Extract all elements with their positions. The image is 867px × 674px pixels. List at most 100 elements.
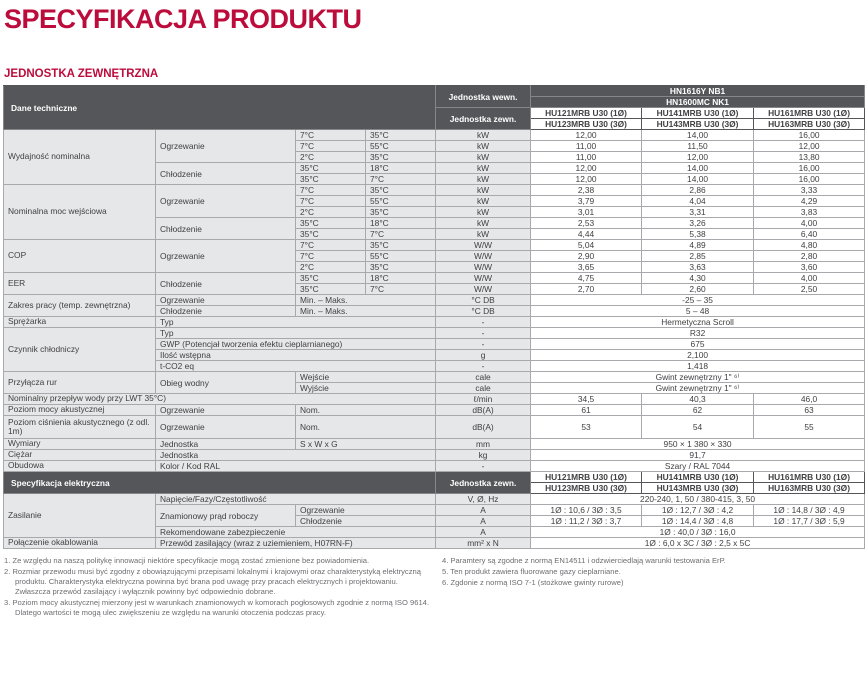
value-cell: 4,04: [641, 195, 755, 207]
unit-cell: mm: [435, 438, 532, 450]
value-cell: 1Ø : 17,7 / 3Ø : 5,9: [753, 515, 866, 527]
value-cell: 3,63: [641, 261, 755, 273]
value-cell: 12,00: [530, 129, 643, 141]
footnotes: 1. Ze względu na naszą politykę innowacj…: [4, 556, 865, 619]
value-cell: 54: [641, 415, 755, 439]
row-subcategory: Chłodzenie: [155, 162, 296, 185]
condition-cell: 35°C: [295, 283, 366, 295]
value-cell: 5,04: [530, 239, 643, 251]
unit-cell: A: [435, 526, 532, 538]
value-cell: 1Ø : 14,8 / 3Ø : 4,9: [753, 504, 866, 516]
outdoor-model: HU161MRB U30 (1Ø): [753, 107, 866, 119]
value-cell: 950 × 1 380 × 330: [530, 438, 866, 450]
unit-cell: W/W: [435, 250, 532, 262]
value-cell: 3,31: [641, 206, 755, 218]
condition-cell: 55°C: [364, 140, 437, 152]
electrical-section-title: Specyfikacja elektryczna: [2, 471, 437, 494]
outdoor-model: HU121MRB U30 (1Ø): [530, 107, 643, 119]
unit-cell: kW: [435, 151, 532, 163]
value-cell: 4,80: [753, 239, 866, 251]
condition-cell: 35°C: [364, 184, 437, 196]
unit-cell: A: [435, 515, 532, 527]
row-category: Przyłącza rur: [3, 371, 156, 394]
condition-cell: 7°C: [364, 228, 437, 240]
row-subcategory: Ogrzewanie: [155, 294, 296, 306]
condition-cell: Wejście: [294, 371, 437, 383]
condition-cell: 7°C: [295, 195, 366, 207]
footnote: 1. Ze względu na naszą politykę innowacj…: [4, 556, 370, 565]
condition-cell: 35°C: [295, 217, 366, 229]
row-subcategory: Napięcie/Fazy/Częstotliwość: [154, 493, 437, 505]
footnotes-right-column: 4. Paramtery są zgodne z normą EN14511 i…: [442, 556, 865, 619]
specification-table: Dane techniczne Jednostka wewn. HN1616Y NB…: [2, 85, 866, 549]
row-category: Nominalna moc wejściowa: [3, 184, 156, 240]
row-subcategory: Ogrzewanie: [155, 415, 296, 439]
row-subcategory: Jednostka: [154, 449, 437, 461]
value-cell: 61: [530, 404, 643, 416]
row-category: Ciężar: [3, 449, 156, 461]
value-cell: 2,90: [530, 250, 643, 262]
value-cell: 2,38: [530, 184, 643, 196]
value-cell: 1,418: [530, 360, 866, 372]
row-category: Poziom ciśnienia akustycznego (z odl. 1m…: [3, 415, 156, 439]
value-cell: 1Ø : 12,7 / 3Ø : 4,2: [641, 504, 755, 516]
unit-cell: kW: [435, 162, 532, 174]
condition-cell: 7°C: [364, 173, 437, 185]
condition-cell: 55°C: [364, 250, 437, 262]
value-cell: 16,00: [753, 162, 866, 174]
value-cell: 34,5: [530, 393, 643, 405]
value-cell: -25 – 35: [530, 294, 866, 306]
row-category: Wydajność nominalna: [3, 129, 156, 185]
unit-cell: V, Ø, Hz: [435, 493, 532, 505]
condition-cell: Nom.: [294, 404, 437, 416]
unit-cell: mm² x N: [435, 537, 532, 549]
outdoor-model: HU141MRB U30 (1Ø): [641, 107, 755, 119]
unit-cell: -: [435, 327, 532, 339]
unit-cell: -: [435, 460, 532, 472]
outdoor-model: HU163MRB U30 (3Ø): [753, 482, 866, 494]
value-cell: 55: [753, 415, 866, 439]
condition-cell: 35°C: [295, 228, 366, 240]
unit-cell: kW: [435, 206, 532, 218]
value-cell: 11,00: [530, 140, 643, 152]
row-subcategory: Obieg wodny: [155, 371, 296, 394]
unit-cell: °C DB: [435, 305, 532, 317]
condition-cell: S x W x G: [294, 438, 437, 450]
row-subcategory: Chłodzenie: [155, 217, 296, 240]
indoor-unit-header: Jednostka wewn.: [435, 85, 532, 108]
outdoor-unit-header: Jednostka zewn.: [435, 107, 532, 130]
value-cell: 1Ø : 10,6 / 3Ø : 3,5: [530, 504, 643, 516]
value-cell: 675: [530, 338, 866, 350]
value-cell: 3,33: [753, 184, 866, 196]
unit-cell: °C DB: [435, 294, 532, 306]
value-cell: 16,00: [753, 129, 866, 141]
table-title: Dane techniczne: [2, 85, 437, 130]
unit-cell: cale: [435, 382, 532, 394]
value-cell: 4,44: [530, 228, 643, 240]
value-cell: 220-240, 1, 50 / 380-415, 3, 50: [530, 493, 866, 505]
condition-cell: 2°C: [295, 261, 366, 273]
value-cell: 13,80: [753, 151, 866, 163]
spec-page: SPECYFIKACJA PRODUKTU JEDNOSTKA ZEWNĘTRZ…: [2, 5, 866, 619]
unit-cell: kW: [435, 140, 532, 152]
row-category: Połączenie okablowania: [3, 537, 156, 549]
value-cell: 4,75: [530, 272, 643, 284]
value-cell: 1Ø : 11,2 / 3Ø : 3,7: [530, 515, 643, 527]
condition-cell: Min. – Maks.: [294, 294, 437, 306]
outdoor-model: HU123MRB U30 (3Ø): [530, 482, 643, 494]
value-cell: 2,100: [530, 349, 866, 361]
outdoor-model: HU163MRB U30 (3Ø): [753, 118, 866, 130]
value-cell: 4,30: [641, 272, 755, 284]
outdoor-model: HU161MRB U30 (1Ø): [753, 471, 866, 483]
value-cell: 2,85: [641, 250, 755, 262]
value-cell: Hermetyczna Scroll: [530, 316, 866, 328]
value-cell: 62: [641, 404, 755, 416]
indoor-model: HN1600MC NK1: [530, 96, 866, 108]
row-subcategory: Rekomendowane zabezpieczenie: [154, 526, 437, 538]
row-subcategory: Znamionowy prąd roboczy: [155, 504, 296, 527]
value-cell: 2,86: [641, 184, 755, 196]
row-category: COP: [3, 239, 156, 273]
value-cell: Szary / RAL 7044: [530, 460, 866, 472]
condition-cell: Chłodzenie: [294, 515, 437, 527]
condition-cell: 35°C: [295, 162, 366, 174]
